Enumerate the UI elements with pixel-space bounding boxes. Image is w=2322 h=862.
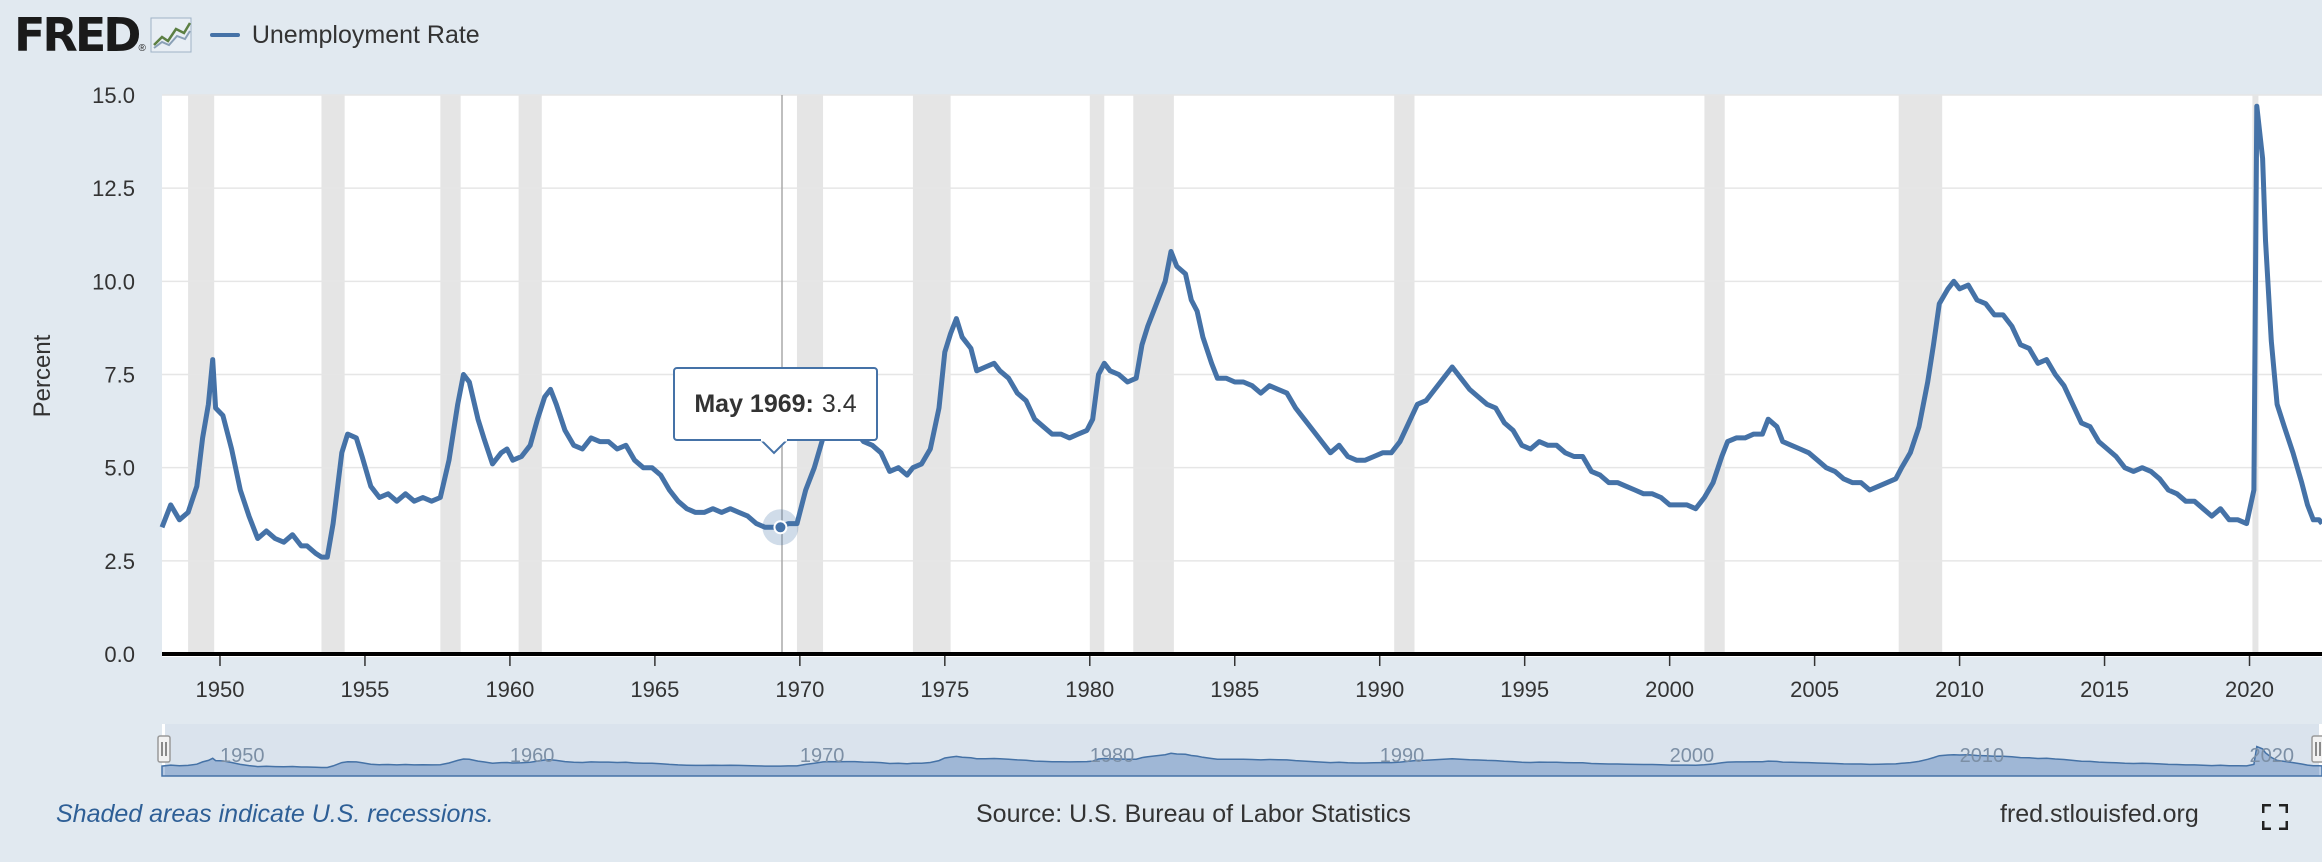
navigator-series [161,745,2322,777]
x-tick-label: 2010 [1935,677,1984,702]
navigator-tick-label: 1950 [220,745,265,767]
tooltip-value: 3.4 [821,389,857,418]
navigator-handle-right[interactable] [2311,735,2322,763]
x-axis-ticks: 1950 1955 1960 1965 1970 1975 1980 1985 1990 1995… [196,654,2274,702]
y-tick-label: 15.0 [92,83,135,108]
x-tick-label: 1965 [630,677,679,702]
fullscreen-icon[interactable] [2262,804,2288,830]
navigator-handle-left[interactable] [157,735,171,763]
navigator-tick-label: 1970 [800,745,845,767]
y-tick-label: 12.5 [92,176,135,201]
x-tick-label: 2000 [1645,677,1694,702]
legend-label: Unemployment Rate [251,20,480,49]
y-tick-label: 0.0 [104,642,135,667]
highlight-point[interactable] [773,520,788,535]
fred-logo[interactable]: FRED [14,8,141,62]
x-tick-label: 2020 [2225,677,2274,702]
x-tick-label: 1980 [1065,677,1114,702]
x-tick-label: 1975 [920,677,969,702]
navigator-tick-label: 2000 [1670,745,1715,767]
tooltip-pointer [759,439,789,455]
navigator-ticks: 1950 1960 1970 1980 1990 2000 2010 2020 [220,745,2294,767]
navigator-tick-label: 1990 [1380,745,1425,767]
y-tick-label: 10.0 [92,269,135,294]
navigator[interactable]: 1950 1960 1970 1980 1990 2000 2010 2020 [157,724,2322,777]
y-axis-ticks: 0.0 2.5 5.0 7.5 10.0 12.5 15.0 [92,83,135,667]
x-tick-label: 1955 [340,677,389,702]
legend[interactable]: Unemployment Rate [209,20,480,50]
source-text: Source: U.S. Bureau of Labor Statistics [976,800,1411,828]
x-tick-label: 1970 [775,677,824,702]
chart-area[interactable]: 0.0 2.5 5.0 7.5 10.0 12.5 15.0 1950 1955 1960 196… [0,0,2322,790]
x-tick-label: 1995 [1500,677,1549,702]
navigator-tick-label: 2010 [1960,745,2005,767]
x-tick-label: 1960 [485,677,534,702]
navigator-tick-label: 1980 [1090,745,1135,767]
site-url[interactable]: fred.stlouisfed.org [2000,800,2199,828]
x-tick-label: 1985 [1210,677,1259,702]
x-tick-label: 2015 [2080,677,2129,702]
fred-logo-chart-icon [150,17,192,53]
x-tick-label: 1990 [1355,677,1404,702]
legend-swatch [209,33,240,37]
registered-mark: ® [138,43,146,54]
y-tick-label: 2.5 [104,549,135,574]
navigator-selection[interactable] [165,724,2319,776]
navigator-tick-label: 2020 [2250,745,2295,767]
plot-background [162,95,2322,657]
tooltip-date: May 1969: [694,389,814,418]
gridlines [162,94,2322,562]
navigator-tick-label: 1960 [510,745,554,767]
x-tick-label: 2005 [1790,677,1839,702]
series-line-unemployment-rate[interactable] [159,103,2322,560]
recession-note[interactable]: Shaded areas indicate U.S. recessions. [56,800,494,828]
y-tick-label: 7.5 [104,363,135,388]
y-tick-label: 5.0 [104,456,135,481]
y-axis-label: Percent [29,334,56,417]
tooltip: May 1969: 3.4 [673,367,878,441]
x-tick-label: 1950 [196,677,245,702]
chart-header: FRED ® Unemployment Rate [14,10,480,60]
